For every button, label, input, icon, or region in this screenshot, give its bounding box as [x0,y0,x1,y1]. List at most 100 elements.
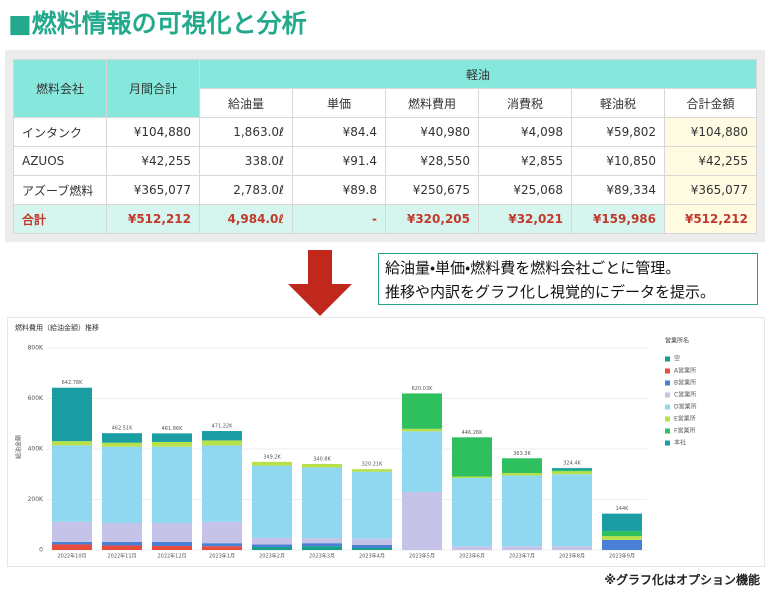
callout-line: 給油量・単価・燃料費を燃料会社ごとに管理。 [385,259,681,277]
column-header: 燃料費用 [385,88,479,118]
table-row: インタンク ¥104,880 1,863.0ℓ ¥84.4 ¥40,980 ¥4,098 ¥… [13,117,757,147]
bar-segment [102,433,142,443]
bar-segment [452,478,492,547]
table-cell: アズーブ燃料 [13,175,107,205]
table-cell: ¥32,021 [478,204,572,234]
chart-title: 燃料費用（給油金額）推移 [15,323,99,332]
bar-segment [302,543,342,547]
table-cell: ¥104,880 [664,117,757,147]
bar-segment [202,431,242,441]
legend-swatch [665,440,670,446]
bar-segment [352,538,392,545]
y-tick-label: 600K [28,395,44,402]
bar-segment [402,491,442,550]
total-label: 144K [616,506,630,512]
table-cell: ¥4,098 [478,117,572,147]
bar-segment [302,538,342,544]
table-cell: ¥365,077 [106,175,200,205]
column-header: 単価 [292,88,386,118]
bar-segment [352,471,392,539]
table-cell: ¥25,068 [478,175,572,205]
bar-segment [102,541,142,546]
bar-segment [402,393,442,429]
bar-segment [352,544,392,548]
legend-swatch [665,380,670,386]
arrow [288,250,352,316]
legend-label: 空 [674,355,680,363]
legend-title: 営業所名 [665,337,689,345]
bar-segment [102,545,142,550]
table-cell: ¥28,550 [385,146,479,176]
arrow-shape [288,250,352,316]
y-tick-label: 400K [28,446,44,453]
legend-swatch [665,368,670,374]
table-cell: ¥320,205 [385,204,479,234]
bar-segment [502,546,542,550]
table-cell: 338.0ℓ [199,146,293,176]
bar-segment [152,433,192,442]
legend-label: C営業所 [674,391,696,399]
table-row: アズーブ燃料 ¥365,077 2,783.0ℓ ¥89.8 ¥250,675 ¥25,0… [13,175,757,205]
x-tick-label: 2023年6月 [459,553,485,560]
table-cell: ¥512,212 [664,204,757,234]
table-cell: 1,863.0ℓ [199,117,293,147]
legend-label: E営業所 [674,415,696,423]
footnote: ※グラフ化はオプション機能 [604,573,760,587]
bar-segment [302,467,342,539]
page-title: ■燃料情報の可視化と分析 [8,4,307,40]
bar-segment [452,546,492,550]
legend-label: B営業所 [674,379,696,387]
bar-segment [302,463,342,468]
bar-segment [602,539,642,550]
table-cell: 2,783.0ℓ [199,175,293,205]
bar-segment [552,546,592,550]
table-cell: ¥365,077 [664,175,757,205]
bar-segment [402,428,442,432]
x-tick-label: 2023年3月 [309,553,335,560]
x-tick-label: 2023年5月 [409,553,435,560]
table-row: AZUOS ¥42,255 338.0ℓ ¥91.4 ¥28,550 ¥2,855 ¥10,… [13,146,757,176]
bar-segment [552,471,592,475]
bar-segment [52,441,92,446]
callout-line: 推移や内訳をグラフ化し視覚的にデータを提示。 [385,283,716,301]
bar-segment [602,536,642,540]
x-tick-label: 2023年4月 [359,553,385,560]
table-cell: ¥91.4 [292,146,386,176]
bar-segment [52,445,92,522]
bar-segment [352,469,392,472]
bar-segment [102,442,142,447]
bar-segment [202,543,242,547]
bar-segment [252,546,292,550]
bar-segment [202,521,242,544]
x-tick-label: 2023年1月 [209,553,235,560]
bar-segment [52,544,92,550]
bar-segment [502,475,542,547]
table-cell: ¥42,255 [664,146,757,176]
total-label: 461.86K [162,426,183,432]
total-label: 642.78K [62,380,83,386]
bar-segment [202,440,242,446]
column-header: 消費税 [478,88,572,118]
bar-segment [502,458,542,473]
table-cell: ¥84.4 [292,117,386,147]
x-tick-label: 2023年7月 [509,553,535,560]
legend-swatch [665,428,670,434]
bar-segment [352,547,392,550]
table-cell: ¥10,850 [571,146,665,176]
table-cell: インタンク [13,117,107,147]
total-label: 349.2K [263,454,281,460]
table-cell: ¥89,334 [571,175,665,205]
bar-segment [152,541,192,546]
table-cell: ¥104,880 [106,117,200,147]
bar-segment [452,476,492,479]
bar-segment [602,513,642,532]
table-cell: ¥250,675 [385,175,479,205]
x-tick-label: 2022年10月 [57,553,86,560]
bar-segment [252,461,292,466]
bar-segment [152,441,192,447]
total-label: 446.26K [462,430,483,436]
total-label: 471.22K [212,424,233,430]
bar-segment [152,545,192,550]
y-tick-label: 800K [28,345,44,352]
bar-segment [402,431,442,492]
